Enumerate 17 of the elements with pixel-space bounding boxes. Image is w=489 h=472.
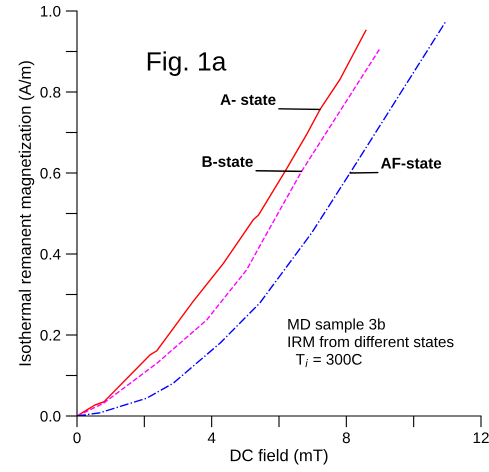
x-tick-label: 8 [342,432,350,444]
y-tick-label: 0.2 [40,330,60,341]
x-tick-label: 12 [474,432,489,444]
annotation: MD sample 3b IRM from different states T$_{i}$ = 300C [288,318,454,368]
y-tick-label: 1.0 [40,6,60,17]
y-tick-label: 0.6 [40,168,60,179]
x-axis-title: DC field (mT) [230,448,328,465]
annotation: AF-state [380,158,442,169]
annotation: Fig. 1a [148,51,226,76]
annotation: B-state [202,156,253,167]
x-tick-label: 0 [73,432,81,444]
y-tick-label: 0.8 [40,86,60,98]
y-axis-title: Isothermal remanent magnetization (A/m) [18,61,34,366]
annotation: A- state [220,94,276,106]
y-tick-label: 0.4 [40,248,61,260]
x-tick-label: 4 [208,432,216,444]
y-tick-label: 0.0 [40,410,60,422]
